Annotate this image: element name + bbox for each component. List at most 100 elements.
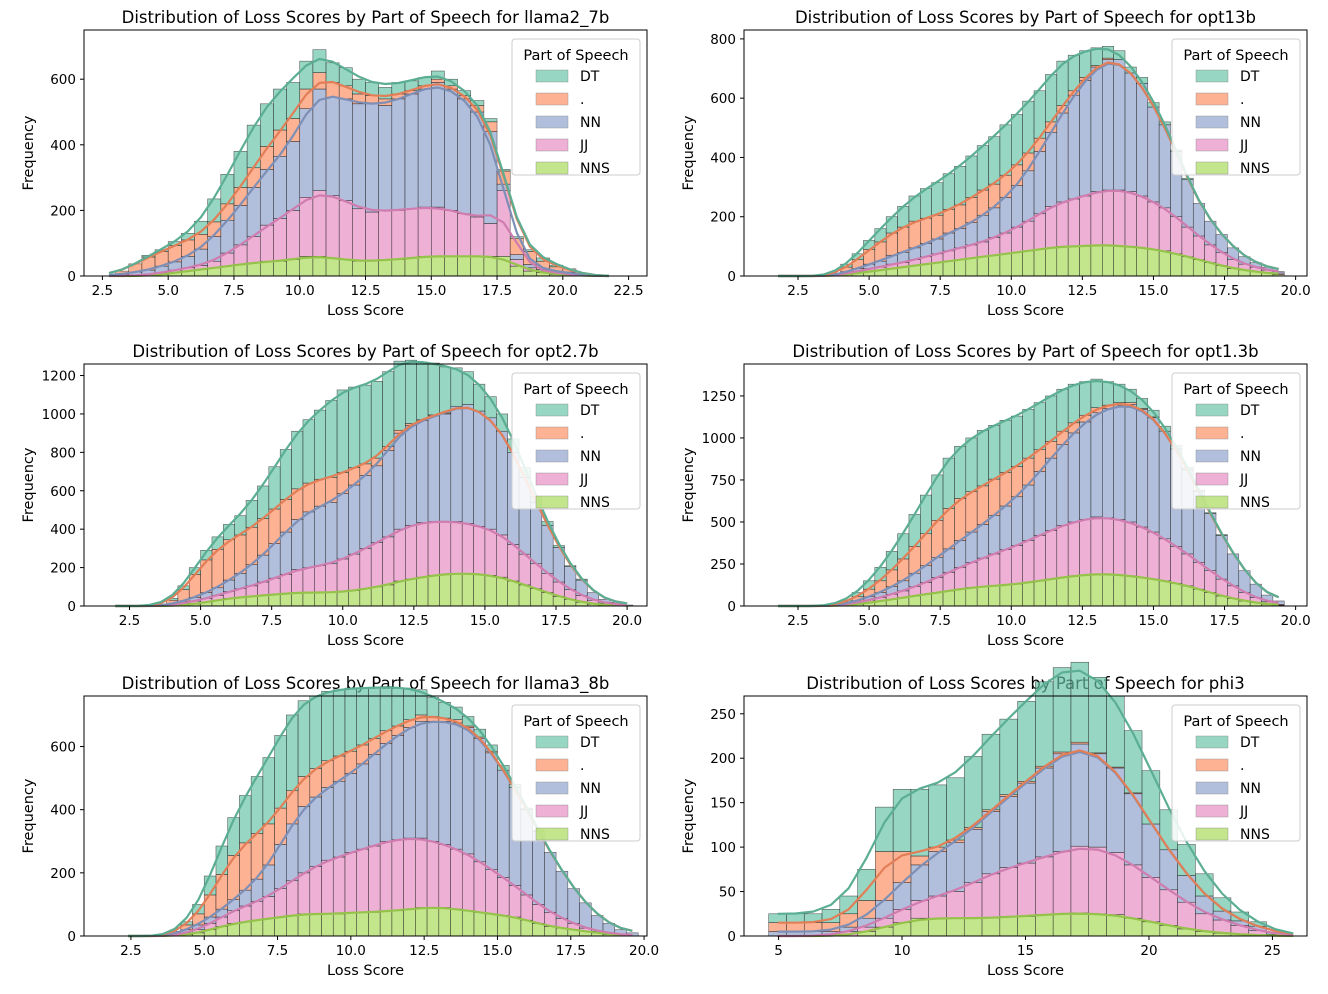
bar-p4-0-17: [321, 690, 334, 762]
legend-title: Part of Speech: [1183, 382, 1288, 398]
bar-p4-2-21: [368, 754, 381, 847]
bar-p3-4-33: [1147, 578, 1160, 607]
bar-p4-4-21: [368, 912, 381, 937]
bar-p4-4-31: [485, 913, 498, 937]
legend-swatch-p4-1: [535, 758, 569, 772]
ytick-label-p3-0: 0: [727, 599, 736, 615]
bar-p3-4-34: [1158, 580, 1171, 607]
bar-p1-2-32: [1136, 83, 1149, 197]
ytick-label-p1-2: 400: [710, 150, 736, 166]
legend-label-p4-3: JJ: [579, 804, 588, 820]
bar-p3-3-23: [1033, 535, 1046, 582]
ytick-label-p3-4: 1000: [702, 431, 736, 447]
legend-label-p2-1: .: [580, 426, 584, 442]
bar-p2-3-29: [439, 521, 452, 575]
legend: Part of Speech DT. NN JJ NNS: [511, 704, 641, 843]
bar-p1-4-35: [1170, 253, 1183, 277]
bar-p0-0-31: [509, 236, 524, 239]
bar-p2-4-35: [507, 580, 520, 607]
bar-p0-4-26: [444, 256, 458, 277]
bar-p0-2-13: [273, 156, 287, 219]
bar-p4-3-24: [403, 837, 416, 910]
bar-p1-4-23: [1033, 249, 1046, 277]
bar-p1-3-20: [999, 232, 1012, 255]
bar-p5-0-23: [1177, 844, 1196, 876]
ytick-label-p2-2: 400: [50, 522, 76, 538]
bar-p1-4-28: [1090, 244, 1103, 277]
kde-p3-4: [778, 573, 1279, 608]
bar-p2-4-16: [291, 592, 304, 607]
bar-p1-1-13: [920, 217, 932, 244]
bar-p0-3-11: [246, 236, 261, 264]
bar-p4-0-16: [309, 695, 322, 769]
legend-swatch-p5-0: [1195, 735, 1229, 749]
bar-p1-4-26: [1067, 246, 1080, 277]
bar-p5-4-18: [1088, 913, 1107, 937]
legend-label-p4-2: NN: [580, 781, 601, 797]
bar-p4-2-36: [544, 852, 557, 913]
bar-p5-4-10: [946, 917, 965, 937]
bar-p2-4-19: [325, 592, 338, 607]
bar-p5-4-15: [1035, 914, 1054, 937]
bar-p2-3-19: [325, 563, 338, 593]
chart-panel-1: Distribution of Loss Scores by Part of S…: [681, 8, 1311, 319]
ytick-label-p2-1: 200: [50, 561, 76, 577]
y-axis-label: Frequency: [681, 447, 697, 522]
xtick-label-p0-5: 15.0: [416, 283, 446, 299]
bar-p0-2-25: [430, 82, 445, 208]
bar-p2-4-27: [416, 576, 429, 607]
bar-p5-3-9: [928, 895, 947, 919]
bar-p2-2-34: [496, 430, 508, 536]
bar-p3-4-32: [1136, 577, 1149, 607]
bar-p2-3-31: [461, 523, 474, 574]
bar-p3-3-35: [1170, 546, 1183, 584]
bar-p2-2-25: [393, 432, 406, 530]
bar-p1-3-27: [1079, 195, 1092, 247]
kde-curves: [128, 686, 633, 938]
bar-p4-2-23: [391, 735, 404, 840]
legend-swatch-p2-2: [535, 449, 569, 463]
bar-p5-0-9: [928, 784, 947, 848]
bar-p2-2-20: [336, 493, 349, 560]
legend-label-p1-4: NNS: [1240, 161, 1270, 177]
bar-p4-3-30: [473, 861, 486, 913]
bar-p4-3-13: [274, 888, 287, 918]
bar-p1-3-24: [1045, 206, 1058, 249]
bar-p2-2-14: [268, 543, 281, 579]
bar-p2-0-29: [439, 366, 452, 414]
bar-p5-2-16: [1052, 753, 1072, 852]
bar-p5-3-18: [1088, 846, 1107, 915]
bar-p1-4-34: [1158, 250, 1171, 277]
bar-p2-3-35: [507, 544, 520, 582]
bar-p3-0-18: [976, 430, 989, 487]
bar-p0-4-14: [286, 259, 301, 277]
bar-p4-2-31: [485, 752, 498, 870]
ytick-label-p3-3: 750: [710, 473, 736, 489]
legend-swatch-p2-4: [535, 495, 569, 509]
bar-p3-3-36: [1181, 553, 1194, 587]
legend-label-p1-0: DT: [1240, 69, 1260, 85]
ytick-label-p5-1: 50: [719, 885, 736, 901]
bar-p1-3-36: [1181, 226, 1194, 258]
bar-p3-4-16: [954, 588, 967, 607]
bar-p0-4-32: [523, 270, 537, 277]
xtick-label-p3-7: 20.0: [1281, 613, 1311, 629]
ytick-label-p5-2: 100: [710, 840, 736, 856]
legend-swatch-p0-3: [535, 138, 569, 152]
kde-p4-3: [128, 837, 633, 938]
bar-p2-4-21: [348, 590, 361, 607]
bar-p5-2-7: [892, 882, 912, 910]
bar-p3-2-23: [1033, 471, 1046, 536]
bar-p3-3-21: [1011, 545, 1023, 585]
bar-p0-1-13: [273, 129, 287, 157]
bar-p4-4-30: [473, 912, 486, 937]
bar-p2-2-15: [279, 531, 292, 575]
bar-p2-2-19: [325, 502, 338, 565]
bar-p3-2-30: [1113, 404, 1126, 520]
xtick-label-p2-0: 2.5: [119, 613, 140, 629]
bar-p5-3-13: [999, 867, 1018, 917]
bar-p2-0-31: [461, 371, 474, 405]
legend-label-p3-3: JJ: [1239, 472, 1248, 488]
legend-title: Part of Speech: [523, 382, 628, 398]
x-axis-label: Loss Score: [327, 963, 404, 979]
